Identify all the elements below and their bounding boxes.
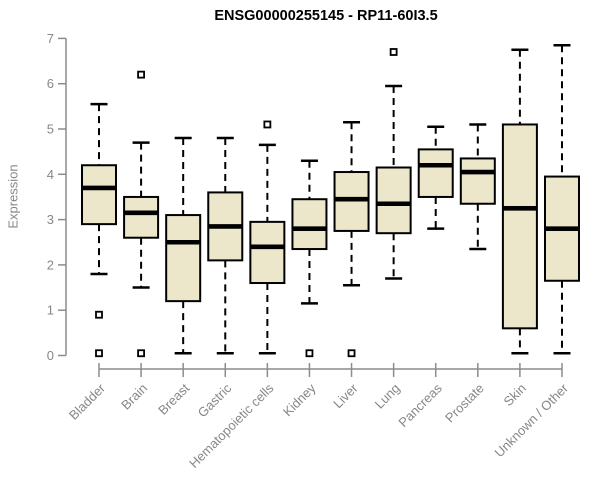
category-label: Kidney xyxy=(280,380,319,419)
category-label: Unknown / Other xyxy=(492,380,572,460)
category-label: Skin xyxy=(501,381,529,409)
outlier-point xyxy=(389,48,398,56)
box-rect xyxy=(375,166,412,235)
category-label: Pancreas xyxy=(395,380,445,430)
y-tick-label: 5 xyxy=(47,122,54,137)
box-rect xyxy=(123,195,160,239)
y-axis-label: Expression xyxy=(5,164,21,229)
outlier-point xyxy=(95,349,103,358)
category-label: Liver xyxy=(330,380,361,411)
category-label: Lung xyxy=(372,381,403,412)
box-rect xyxy=(459,157,496,205)
y-tick-label: 2 xyxy=(47,257,54,272)
outlier-point xyxy=(347,349,356,358)
y-tick-label: 4 xyxy=(47,167,54,182)
box-rect xyxy=(291,198,328,251)
box-rect xyxy=(165,214,202,303)
outlier-point xyxy=(263,120,272,129)
category-label: Gastric xyxy=(195,380,235,420)
y-tick-label: 1 xyxy=(47,303,54,318)
y-tick-label: 6 xyxy=(47,76,54,91)
box-rect xyxy=(81,164,117,226)
outlier-point xyxy=(137,70,145,79)
box-rect xyxy=(417,148,454,198)
box-rect xyxy=(501,123,538,330)
category-label: Prostate xyxy=(442,381,487,426)
outlier-point xyxy=(95,310,103,319)
chart-title: ENSG00000255145 - RP11-60I3.5 xyxy=(214,8,438,24)
y-tick-label: 0 xyxy=(47,348,54,363)
category-label: Bladder xyxy=(66,380,109,423)
category-label: Breast xyxy=(155,380,192,417)
y-tick-label: 3 xyxy=(47,212,54,227)
category-label: Brain xyxy=(118,381,150,413)
y-tick-label: 7 xyxy=(47,31,54,46)
outlier-point xyxy=(305,349,314,358)
box-rect xyxy=(249,220,286,285)
outlier-point xyxy=(137,349,145,358)
